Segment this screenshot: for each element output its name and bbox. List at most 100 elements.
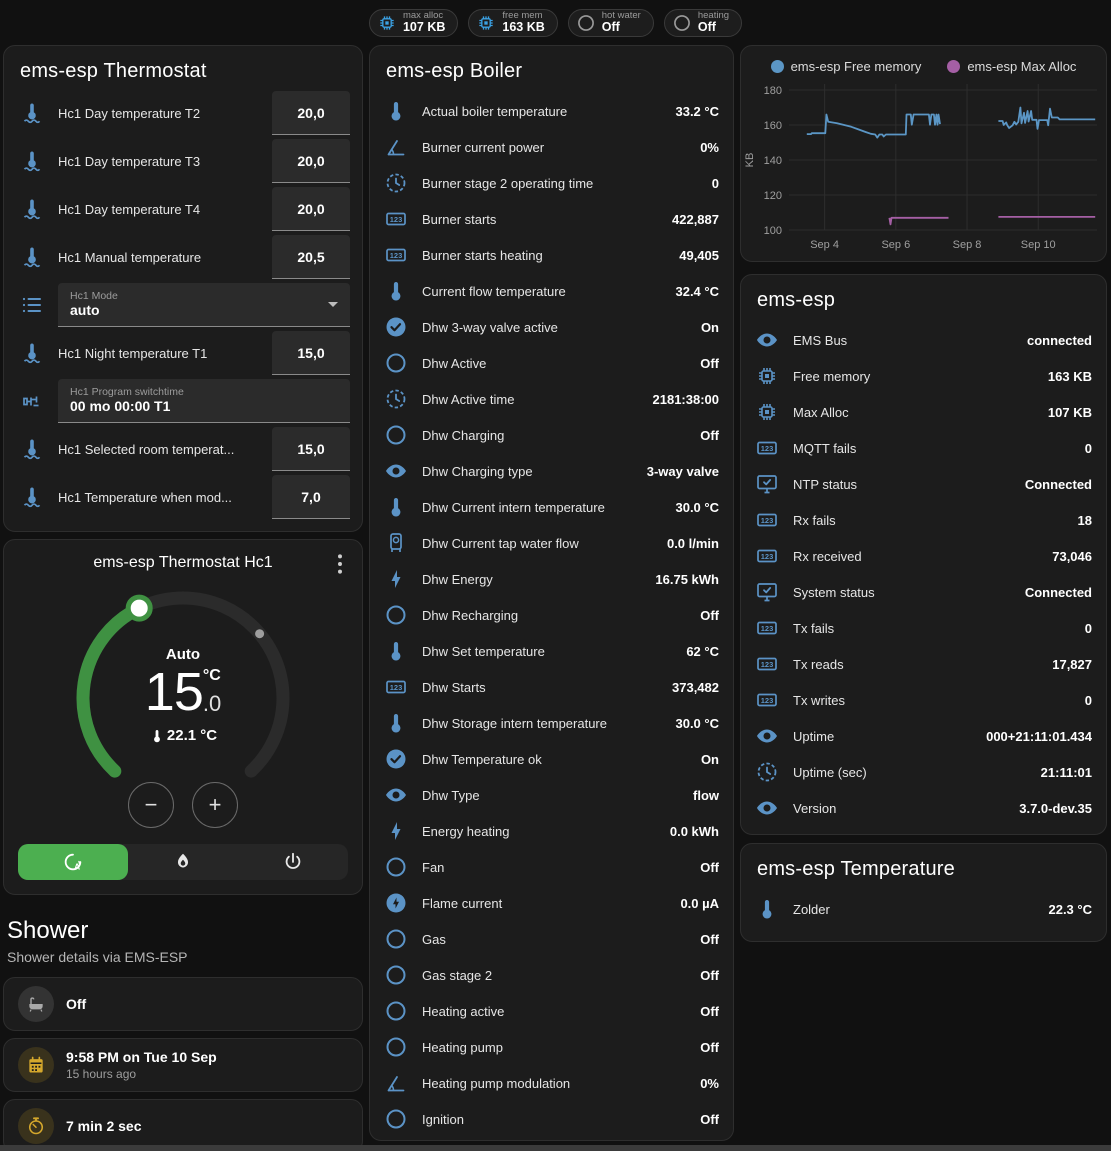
- legend-item[interactable]: ems-esp Free memory: [770, 59, 921, 74]
- shower-card[interactable]: 9:58 PM on Tue 10 Sep 15 hours ago: [3, 1038, 363, 1092]
- entity-row[interactable]: Dhw Recharging Off: [370, 597, 733, 633]
- entity-row[interactable]: Dhw Energy 16.75 kWh: [370, 561, 733, 597]
- entity-row[interactable]: Energy heating 0.0 kWh: [370, 813, 733, 849]
- column-left: ems-esp Thermostat Hc1 Day temperature T…: [3, 45, 363, 1151]
- counter-icon: 123: [755, 508, 779, 532]
- entity-row[interactable]: 123 Tx fails 0: [741, 610, 1106, 646]
- emsesp-row-list: EMS Bus connected Free memory 163 KB Max All…: [741, 318, 1106, 834]
- temp-increase-button[interactable]: +: [192, 782, 238, 828]
- counter-icon: 123: [755, 616, 779, 640]
- select-field[interactable]: Hc1 Mode auto: [58, 283, 350, 327]
- memory-chart[interactable]: 100 120 140 160 180 Sep 4 Sep 6 Sep 8 Sep 10 KB: [741, 78, 1106, 262]
- entity-label: NTP status: [793, 476, 858, 492]
- more-options-icon[interactable]: [326, 550, 354, 578]
- entity-row[interactable]: 123 Dhw Starts 373,482: [370, 669, 733, 705]
- legend-item[interactable]: ems-esp Max Alloc: [947, 59, 1076, 74]
- entity-label: Dhw Charging: [422, 427, 505, 443]
- entity-row[interactable]: Dhw Type flow: [370, 777, 733, 813]
- shower-card[interactable]: 7 min 2 sec: [3, 1099, 363, 1151]
- entity-label: Heating pump modulation: [422, 1075, 571, 1091]
- entity-row[interactable]: 123 Tx reads 17,827: [741, 646, 1106, 682]
- badge-value: Off: [697, 20, 716, 35]
- number-input[interactable]: 15,0: [272, 331, 350, 375]
- hvac-mode-heat-button[interactable]: [128, 844, 238, 880]
- entity-row[interactable]: 123 Rx received 73,046: [741, 538, 1106, 574]
- entity-row[interactable]: Flame current 0.0 µA: [370, 885, 733, 921]
- column-middle: ems-esp Boiler Actual boiler temperature…: [369, 45, 734, 1141]
- chip-icon: [377, 13, 397, 33]
- entity-row[interactable]: Heating pump Off: [370, 1029, 733, 1065]
- thermometer-icon: [384, 99, 408, 123]
- entity-row[interactable]: Heating active Off: [370, 993, 733, 1029]
- circle-icon: [384, 603, 408, 627]
- entity-row[interactable]: Dhw Current tap water flow 0.0 l/min: [370, 525, 733, 561]
- entity-row[interactable]: Free memory 163 KB: [741, 358, 1106, 394]
- entity-row[interactable]: Version 3.7.0-dev.35: [741, 790, 1106, 826]
- entity-row[interactable]: Gas stage 2 Off: [370, 957, 733, 993]
- entity-row[interactable]: Dhw Charging type 3-way valve: [370, 453, 733, 489]
- entity-row[interactable]: Zolder 22.3 °C: [741, 891, 1106, 927]
- hvac-mode-off-button[interactable]: [238, 844, 348, 880]
- entity-row[interactable]: System status Connected: [741, 574, 1106, 610]
- angle-icon: [384, 135, 408, 159]
- entity-row[interactable]: 123 Burner starts 422,887: [370, 201, 733, 237]
- entity-row[interactable]: Dhw Active Off: [370, 345, 733, 381]
- entity-row[interactable]: Dhw Storage intern temperature 30.0 °C: [370, 705, 733, 741]
- entity-label: Tx fails: [793, 620, 835, 636]
- entity-value: Off: [700, 931, 719, 947]
- entity-row[interactable]: 123 Tx writes 0: [741, 682, 1106, 718]
- thermostat-dial[interactable]: Auto 15 °C .0 22.1 °C: [43, 580, 323, 818]
- badge-heating[interactable]: heating Off: [663, 9, 743, 37]
- eye-icon: [384, 783, 408, 807]
- entity-row[interactable]: Uptime (sec) 21:11:01: [741, 754, 1106, 790]
- entity-row[interactable]: 123 Burner starts heating 49,405: [370, 237, 733, 273]
- legend-swatch: [770, 59, 784, 73]
- text-field[interactable]: Hc1 Program switchtime 00 mo 00:00 T1: [58, 379, 350, 423]
- monitor-check-icon: [755, 580, 779, 604]
- number-input[interactable]: 20,0: [272, 139, 350, 183]
- entity-row[interactable]: Fan Off: [370, 849, 733, 885]
- number-input[interactable]: 7,0: [272, 475, 350, 519]
- temp-decrease-button[interactable]: −: [128, 782, 174, 828]
- entity-row[interactable]: Ignition Off: [370, 1101, 733, 1137]
- entity-row[interactable]: Actual boiler temperature 33.2 °C: [370, 93, 733, 129]
- svg-text:100: 100: [764, 225, 782, 237]
- badge-max-alloc[interactable]: max alloc 107 KB: [368, 9, 459, 37]
- hvac-mode-auto-button[interactable]: A: [18, 844, 128, 880]
- entity-row[interactable]: Burner current power 0%: [370, 129, 733, 165]
- badge-hot-water[interactable]: hot water Off: [567, 9, 654, 37]
- chip-icon: [755, 364, 779, 388]
- entity-label: Dhw Starts: [422, 679, 486, 695]
- entity-row[interactable]: Dhw 3-way valve active On: [370, 309, 733, 345]
- entity-row[interactable]: Uptime 000+21:11:01.434: [741, 718, 1106, 754]
- entity-row[interactable]: Heating pump modulation 0%: [370, 1065, 733, 1101]
- entity-label: Dhw Type: [422, 787, 480, 803]
- entity-value: 2181:38:00: [652, 391, 720, 407]
- entity-label: Max Alloc: [793, 404, 849, 420]
- number-input[interactable]: 20,5: [272, 235, 350, 279]
- entity-row[interactable]: 123 MQTT fails 0: [741, 430, 1106, 466]
- entity-row[interactable]: EMS Bus connected: [741, 322, 1106, 358]
- entity-row[interactable]: Dhw Set temperature 62 °C: [370, 633, 733, 669]
- dial-handle[interactable]: [125, 594, 153, 622]
- number-input[interactable]: 15,0: [272, 427, 350, 471]
- badge-free-mem[interactable]: free mem 163 KB: [468, 9, 558, 37]
- number-input[interactable]: 20,0: [272, 91, 350, 135]
- entity-row[interactable]: Gas Off: [370, 921, 733, 957]
- field-label: Hc1 Temperature when mod...: [58, 489, 232, 505]
- entity-row[interactable]: Current flow temperature 32.4 °C: [370, 273, 733, 309]
- entity-label: Rx received: [793, 548, 862, 564]
- shower-card[interactable]: Off: [3, 977, 363, 1031]
- entity-row[interactable]: Dhw Charging Off: [370, 417, 733, 453]
- entity-row[interactable]: NTP status Connected: [741, 466, 1106, 502]
- entity-row[interactable]: Dhw Temperature ok On: [370, 741, 733, 777]
- entity-row[interactable]: Burner stage 2 operating time 0: [370, 165, 733, 201]
- number-input[interactable]: 20,0: [272, 187, 350, 231]
- dial-current-temp: 22.1 °C: [43, 727, 323, 744]
- entity-row[interactable]: Dhw Active time 2181:38:00: [370, 381, 733, 417]
- entity-row[interactable]: 123 Rx fails 18: [741, 502, 1106, 538]
- entity-row[interactable]: Dhw Current intern temperature 30.0 °C: [370, 489, 733, 525]
- entity-row[interactable]: Max Alloc 107 KB: [741, 394, 1106, 430]
- entity-value: 0%: [700, 1075, 719, 1091]
- valve-icon: [20, 389, 44, 413]
